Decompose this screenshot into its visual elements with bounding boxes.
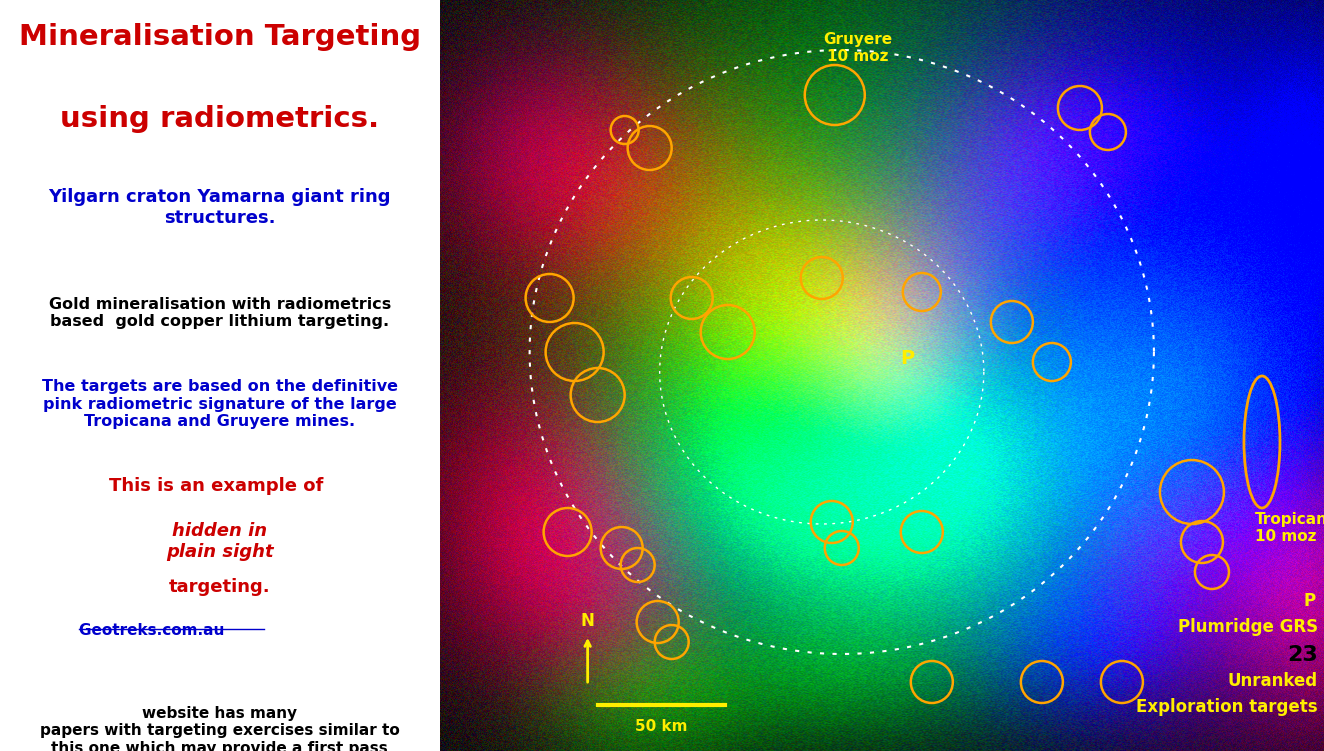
Text: Exploration targets: Exploration targets — [1136, 698, 1317, 716]
Text: The targets are based on the definitive
pink radiometric signature of the large
: The targets are based on the definitive … — [42, 379, 397, 429]
Text: Mineralisation Targeting: Mineralisation Targeting — [19, 23, 421, 50]
Text: Unranked: Unranked — [1227, 672, 1317, 690]
Text: hidden in
plain sight: hidden in plain sight — [166, 522, 274, 561]
Text: Tropicana
10 moz: Tropicana 10 moz — [1255, 512, 1324, 544]
Text: Gruyere
10 moz: Gruyere 10 moz — [824, 32, 892, 65]
Text: Gold mineralisation with radiometrics
based  gold copper lithium targeting.: Gold mineralisation with radiometrics ba… — [49, 297, 391, 329]
Text: using radiometrics.: using radiometrics. — [60, 105, 380, 133]
Text: Yilgarn craton Yamarna giant ring
structures.: Yilgarn craton Yamarna giant ring struct… — [49, 188, 391, 227]
Text: 23: 23 — [1287, 645, 1317, 665]
Text: Plumridge GRS: Plumridge GRS — [1178, 618, 1317, 636]
Text: P: P — [900, 348, 915, 367]
Text: P: P — [1304, 592, 1316, 610]
Text: N: N — [581, 612, 594, 630]
Text: This is an example of: This is an example of — [110, 477, 330, 495]
Text: targeting.: targeting. — [169, 578, 270, 596]
Text: 50 km: 50 km — [636, 719, 687, 734]
Text: website has many
papers with targeting exercises similar to
this one which may p: website has many papers with targeting e… — [40, 706, 400, 751]
Text: Geotreks.com.au: Geotreks.com.au — [79, 623, 230, 638]
